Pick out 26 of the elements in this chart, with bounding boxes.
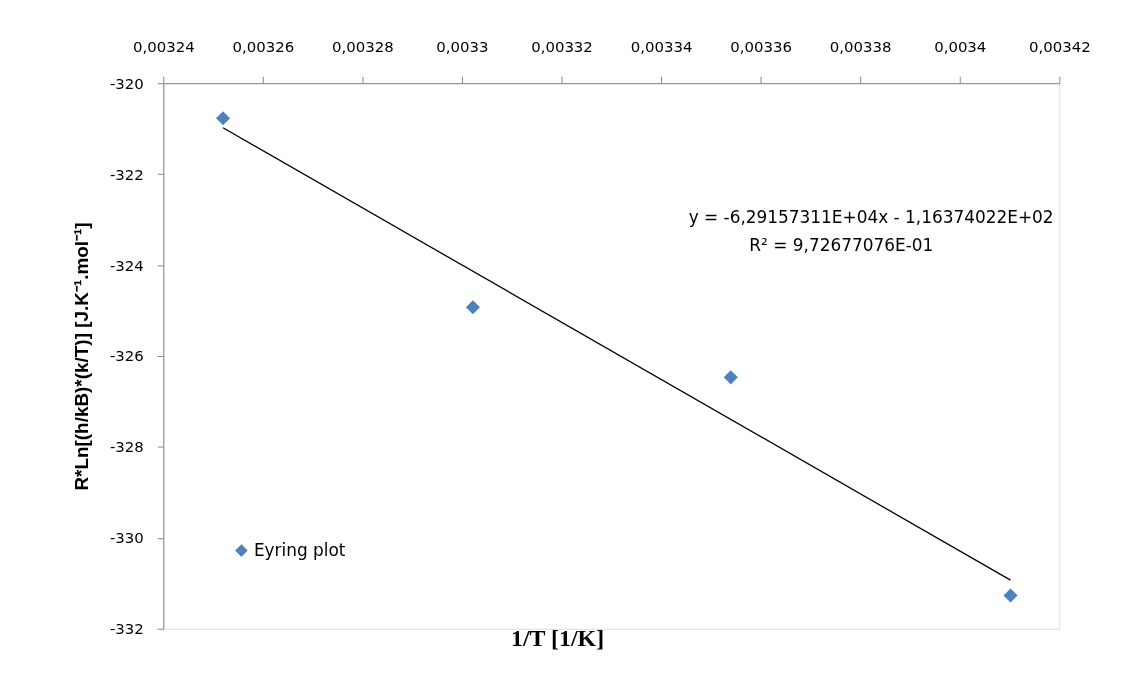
- x-axis-title: 1/T [1/K]: [511, 624, 605, 651]
- y-axis-title: R*Ln[(h/kB)*(k/T)] [J.K⁻¹.mol⁻¹]: [71, 222, 93, 491]
- x-tick-label: 0,00324: [132, 37, 195, 56]
- point: [1003, 588, 1018, 603]
- point: [465, 300, 480, 315]
- x-tick-label: 0,00336: [730, 37, 792, 56]
- y-tick-label: -332: [109, 620, 144, 639]
- y-tick-label: -330: [109, 529, 144, 548]
- y-tick-label: -326: [109, 347, 144, 366]
- x-tick-label: 0,0034: [934, 37, 987, 56]
- legend-label: Eyring plot: [253, 539, 346, 560]
- x-tick-label: 0,00342: [1028, 37, 1091, 56]
- x-tick-label: 0,00334: [630, 37, 693, 56]
- point: [215, 111, 231, 126]
- x-tick-label: 0,00326: [232, 37, 295, 56]
- annotation: y = -6,29157311E+04x - 1,16374022E+02: [688, 206, 1054, 227]
- y-tick-label: -328: [109, 438, 144, 457]
- x-tick-label: 0,00332: [531, 37, 593, 56]
- x-tick-label: 0,00328: [332, 37, 394, 56]
- y-tick-label: -320: [109, 74, 144, 93]
- x-tick-label: 0,0033: [436, 37, 489, 56]
- annotation: R² = 9,72677076E-01: [749, 235, 934, 256]
- y-tick-label: -322: [109, 165, 144, 184]
- y-tick-label: -324: [109, 256, 144, 275]
- point: [723, 370, 738, 385]
- x-tick-label: 0,00338: [829, 37, 892, 56]
